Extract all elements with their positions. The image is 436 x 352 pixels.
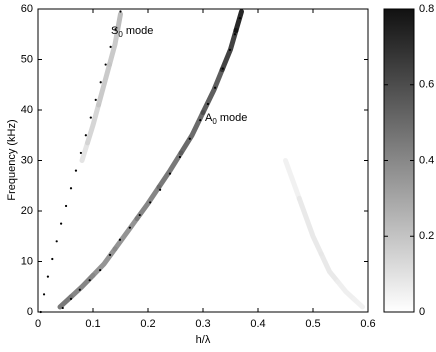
intensity-ridge	[90, 246, 118, 278]
mode-point	[69, 187, 73, 190]
intensity-ridge	[318, 251, 341, 285]
y-tick-label: 30	[21, 154, 33, 166]
intensity-ridge	[200, 67, 225, 116]
annotation: A0 mode	[205, 112, 247, 126]
mode-point	[89, 116, 92, 119]
colorbar-tick-label: 0	[419, 306, 425, 318]
mode-point	[199, 119, 202, 122]
mode-point	[108, 253, 112, 257]
annotation-text: mode	[217, 112, 248, 124]
x-tick-label: 0.5	[305, 318, 320, 330]
intensity-ridge	[335, 279, 357, 302]
x-axis-label: h/λ	[196, 334, 211, 346]
colorbar-tick-label: 0.2	[419, 230, 434, 242]
annotation-text: A	[205, 112, 213, 124]
y-tick-label: 10	[21, 255, 33, 267]
mode-point	[221, 67, 224, 70]
mode-point	[114, 28, 117, 31]
y-tick-label: 0	[27, 306, 33, 318]
mode-point	[61, 306, 64, 310]
mode-point	[51, 257, 54, 261]
intensity-ridge	[115, 11, 123, 32]
y-tick-label: 50	[21, 53, 33, 65]
intensity-ridge	[296, 195, 324, 257]
mode-point	[238, 16, 241, 20]
intensity-ridge	[233, 9, 244, 33]
mode-point	[138, 213, 141, 217]
mode-point	[42, 293, 46, 296]
mode-point	[149, 201, 152, 204]
mode-point	[55, 240, 58, 243]
annotation: S0 mode	[111, 25, 153, 39]
intensity-ridge	[107, 26, 121, 68]
intensity-ridge	[351, 296, 365, 310]
mode-point	[104, 63, 107, 66]
mode-point	[178, 155, 181, 159]
mode-point	[119, 10, 122, 13]
mode-point	[168, 172, 172, 175]
mode-point	[88, 279, 91, 282]
mode-point	[228, 48, 232, 52]
intensity-ridge	[156, 150, 184, 190]
mode-point	[46, 275, 50, 278]
mode-point	[79, 151, 82, 155]
annotation-text: mode	[123, 25, 154, 37]
mode-point	[64, 204, 68, 208]
mode-point	[74, 169, 78, 172]
colorbar-tick-label: 0.6	[419, 79, 434, 91]
y-tick-label: 40	[21, 104, 33, 116]
x-tick-label: 0.1	[85, 318, 100, 330]
y-tick-label: 60	[21, 3, 33, 15]
mode-point	[128, 226, 131, 229]
mode-point	[69, 297, 73, 300]
intensity-ridge	[283, 158, 302, 201]
y-axis-label: Frequency (kHz)	[6, 119, 18, 200]
mode-point	[159, 188, 162, 191]
annotation-text: S	[111, 25, 118, 37]
mode-point	[233, 33, 236, 36]
mode-point	[99, 268, 102, 272]
mode-point	[94, 98, 97, 101]
intensity-ridge	[85, 102, 101, 146]
annotation-subscript: 0	[212, 117, 217, 126]
x-tick-label: 0	[35, 318, 41, 330]
intensity-ridge	[96, 62, 112, 108]
mode-point	[109, 45, 112, 48]
intensity-ridge	[134, 184, 162, 222]
mode-point	[214, 86, 217, 89]
mode-point	[188, 137, 191, 140]
mode-point	[118, 238, 122, 241]
colorbar	[384, 9, 414, 312]
intensity-ridge	[112, 216, 140, 252]
plot-area	[38, 9, 368, 312]
annotation-subscript: 0	[118, 30, 123, 39]
x-tick-label: 0.6	[360, 318, 375, 330]
x-tick-label: 0.3	[195, 318, 210, 330]
colorbar-tick-label: 0.8	[419, 3, 434, 15]
x-tick-label: 0.2	[140, 318, 155, 330]
mode-point	[206, 102, 210, 106]
mode-point	[84, 134, 87, 137]
mode-point	[60, 222, 63, 225]
x-tick-label: 0.4	[250, 318, 265, 330]
mode-point	[78, 288, 81, 291]
mode-point	[99, 81, 102, 84]
intensity-ridge	[79, 140, 90, 163]
colorbar-tick-label: 0.4	[419, 154, 434, 166]
y-tick-label: 20	[21, 205, 33, 217]
